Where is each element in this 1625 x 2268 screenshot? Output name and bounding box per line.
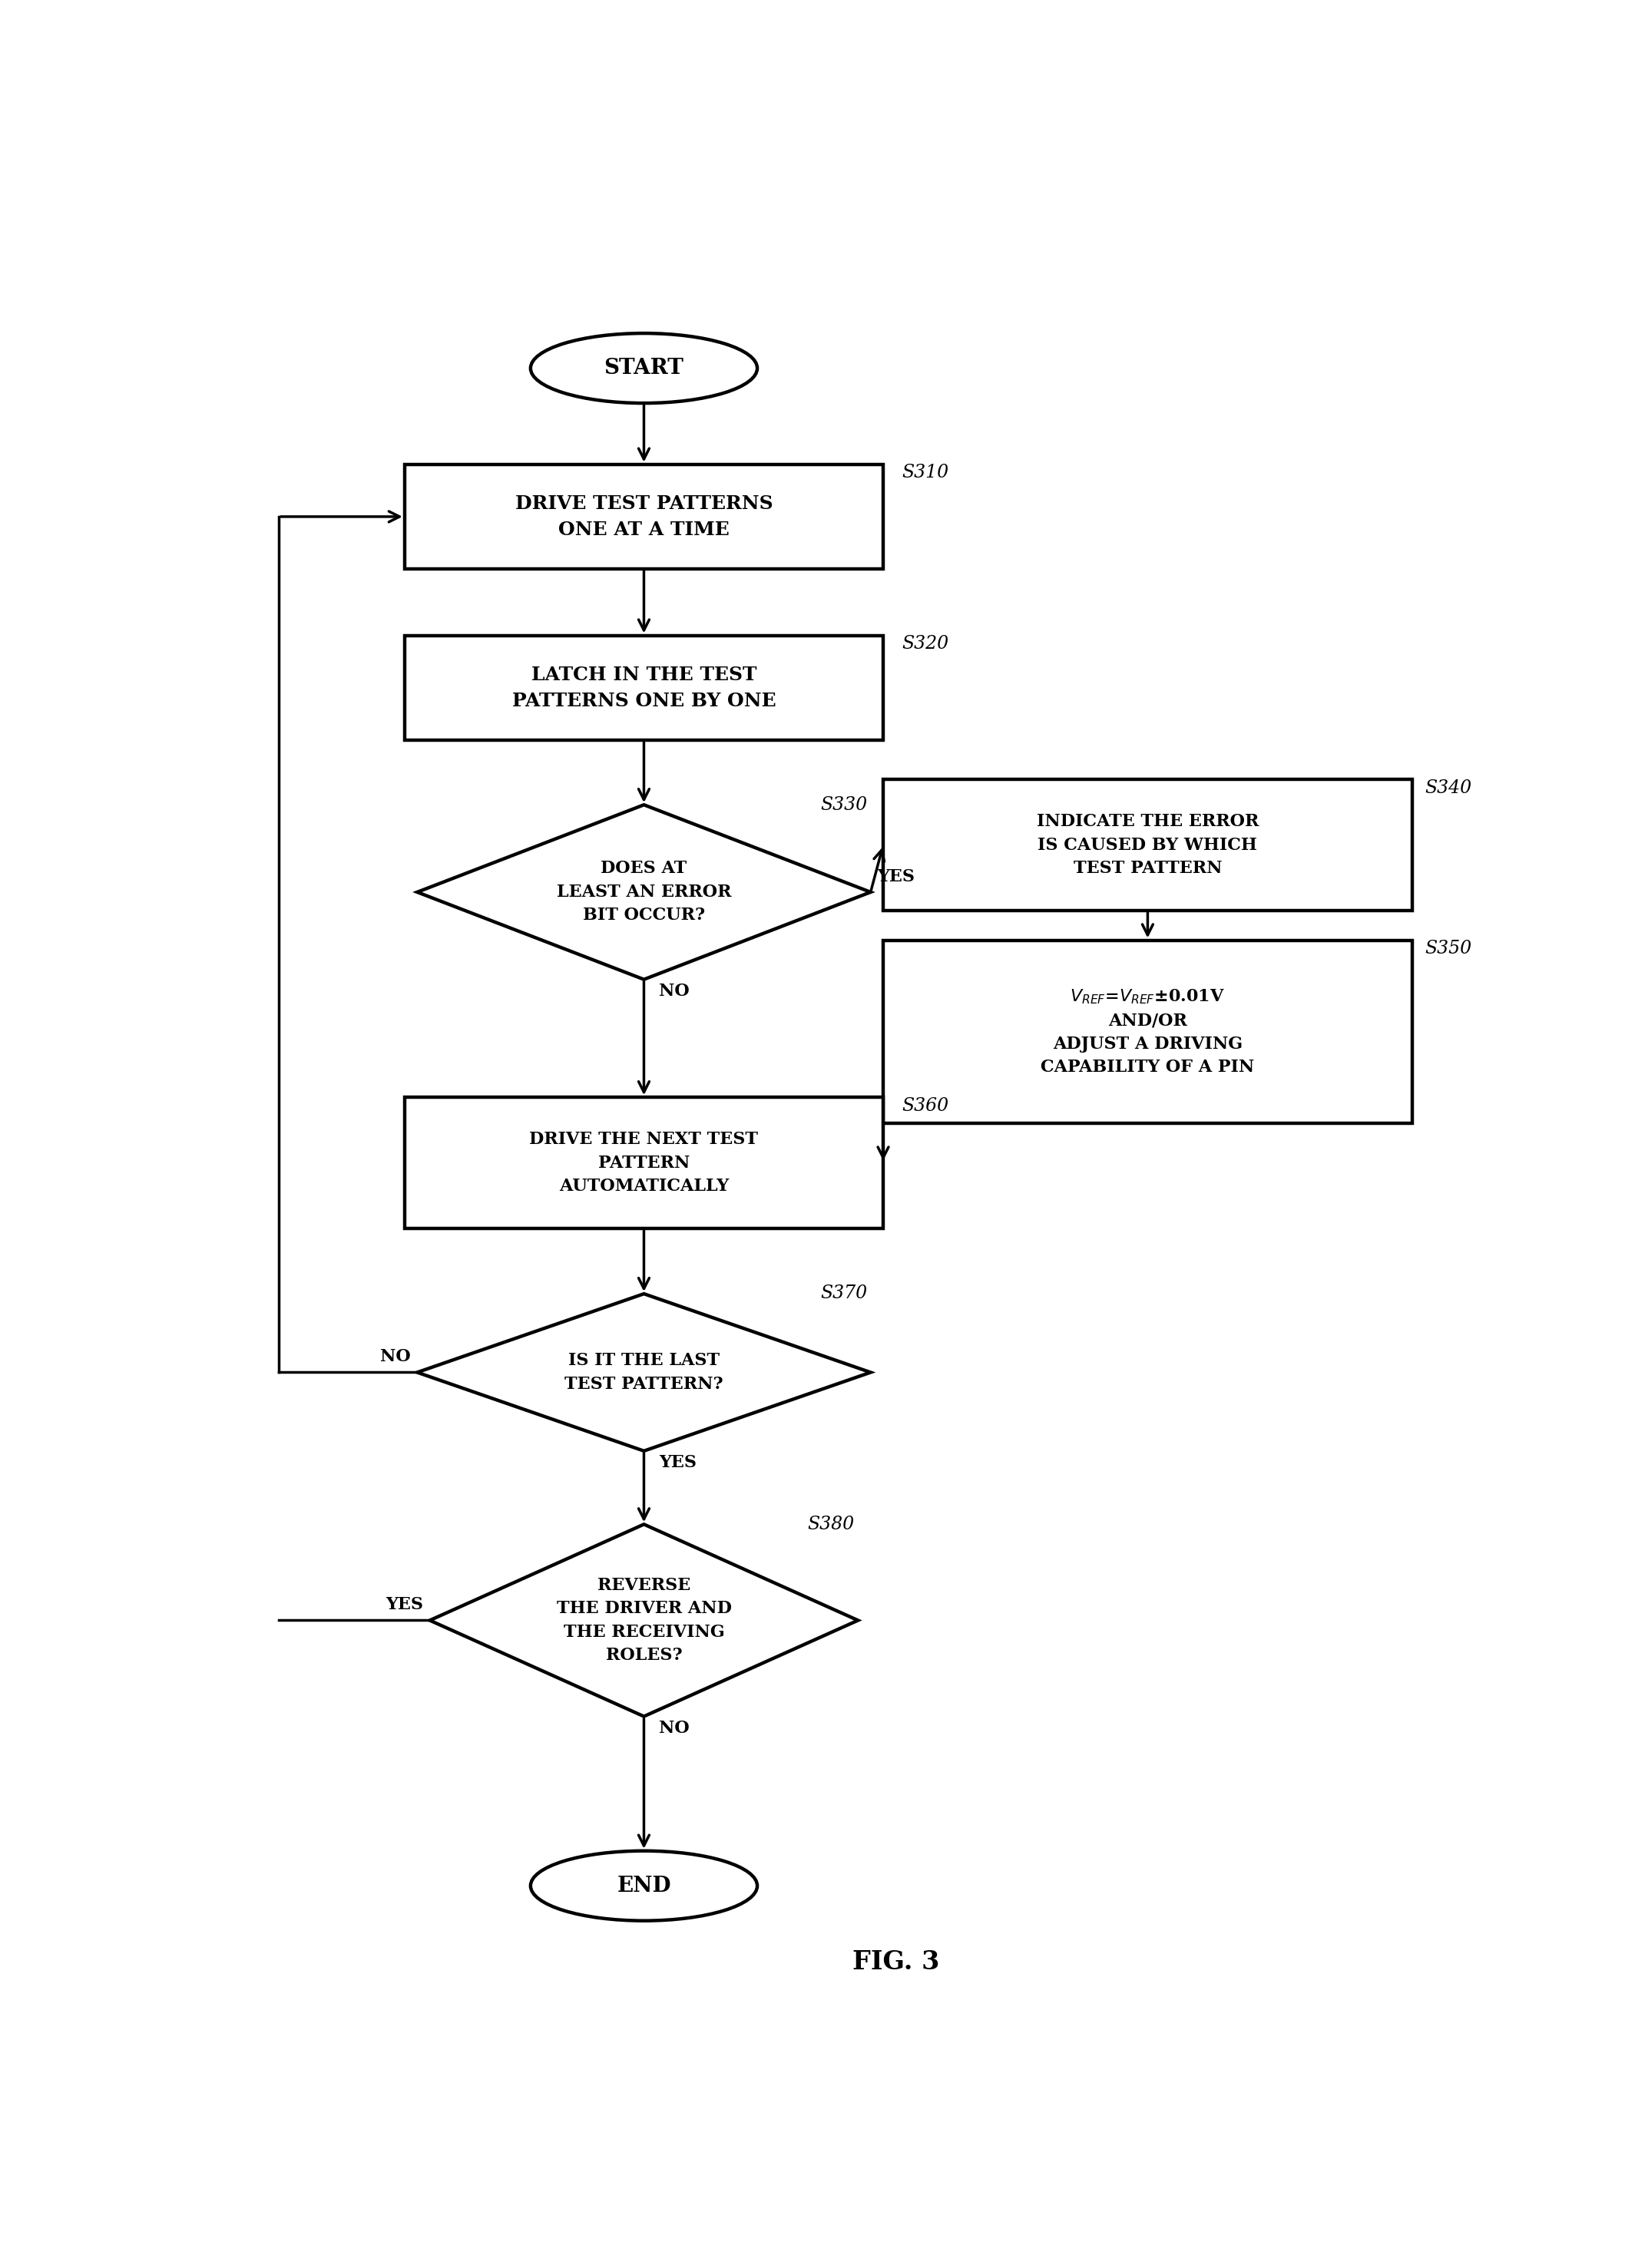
Text: $V_{REF}$=$V_{REF}$±0.01V
AND/OR
ADJUST A DRIVING
CAPABILITY OF A PIN: $V_{REF}$=$V_{REF}$±0.01V AND/OR ADJUST …: [1042, 987, 1254, 1075]
Text: S350: S350: [1425, 939, 1472, 957]
Text: S340: S340: [1425, 780, 1472, 796]
Text: YES: YES: [385, 1597, 424, 1613]
Text: YES: YES: [660, 1454, 697, 1472]
Text: DOES AT
LEAST AN ERROR
BIT OCCUR?: DOES AT LEAST AN ERROR BIT OCCUR?: [556, 860, 731, 923]
Text: S370: S370: [821, 1286, 868, 1302]
Text: DRIVE TEST PATTERNS
ONE AT A TIME: DRIVE TEST PATTERNS ONE AT A TIME: [515, 494, 774, 540]
Text: FIG. 3: FIG. 3: [852, 1950, 939, 1975]
Text: S330: S330: [821, 796, 868, 814]
Text: INDICATE THE ERROR
IS CAUSED BY WHICH
TEST PATTERN: INDICATE THE ERROR IS CAUSED BY WHICH TE…: [1037, 814, 1259, 878]
Ellipse shape: [530, 1851, 757, 1921]
Text: NO: NO: [660, 1719, 689, 1737]
Polygon shape: [418, 805, 871, 980]
FancyBboxPatch shape: [405, 1098, 884, 1229]
Text: REVERSE
THE DRIVER AND
THE RECEIVING
ROLES?: REVERSE THE DRIVER AND THE RECEIVING ROL…: [556, 1576, 731, 1665]
Text: S310: S310: [902, 465, 949, 481]
Text: START: START: [604, 358, 684, 379]
Text: YES: YES: [878, 869, 915, 885]
Text: END: END: [618, 1876, 671, 1896]
Ellipse shape: [530, 333, 757, 404]
Text: NO: NO: [660, 982, 689, 1000]
Text: LATCH IN THE TEST
PATTERNS ONE BY ONE: LATCH IN THE TEST PATTERNS ONE BY ONE: [512, 667, 775, 710]
FancyBboxPatch shape: [405, 465, 884, 569]
Text: DRIVE THE NEXT TEST
PATTERN
AUTOMATICALLY: DRIVE THE NEXT TEST PATTERN AUTOMATICALL…: [530, 1132, 759, 1195]
Text: NO: NO: [380, 1349, 411, 1365]
FancyBboxPatch shape: [884, 941, 1412, 1123]
Polygon shape: [418, 1293, 871, 1452]
Text: S320: S320: [902, 635, 949, 653]
Text: S380: S380: [808, 1515, 855, 1533]
Text: S360: S360: [902, 1098, 949, 1116]
FancyBboxPatch shape: [405, 635, 884, 739]
Polygon shape: [429, 1524, 858, 1717]
Text: IS IT THE LAST
TEST PATTERN?: IS IT THE LAST TEST PATTERN?: [564, 1352, 723, 1393]
FancyBboxPatch shape: [884, 780, 1412, 909]
